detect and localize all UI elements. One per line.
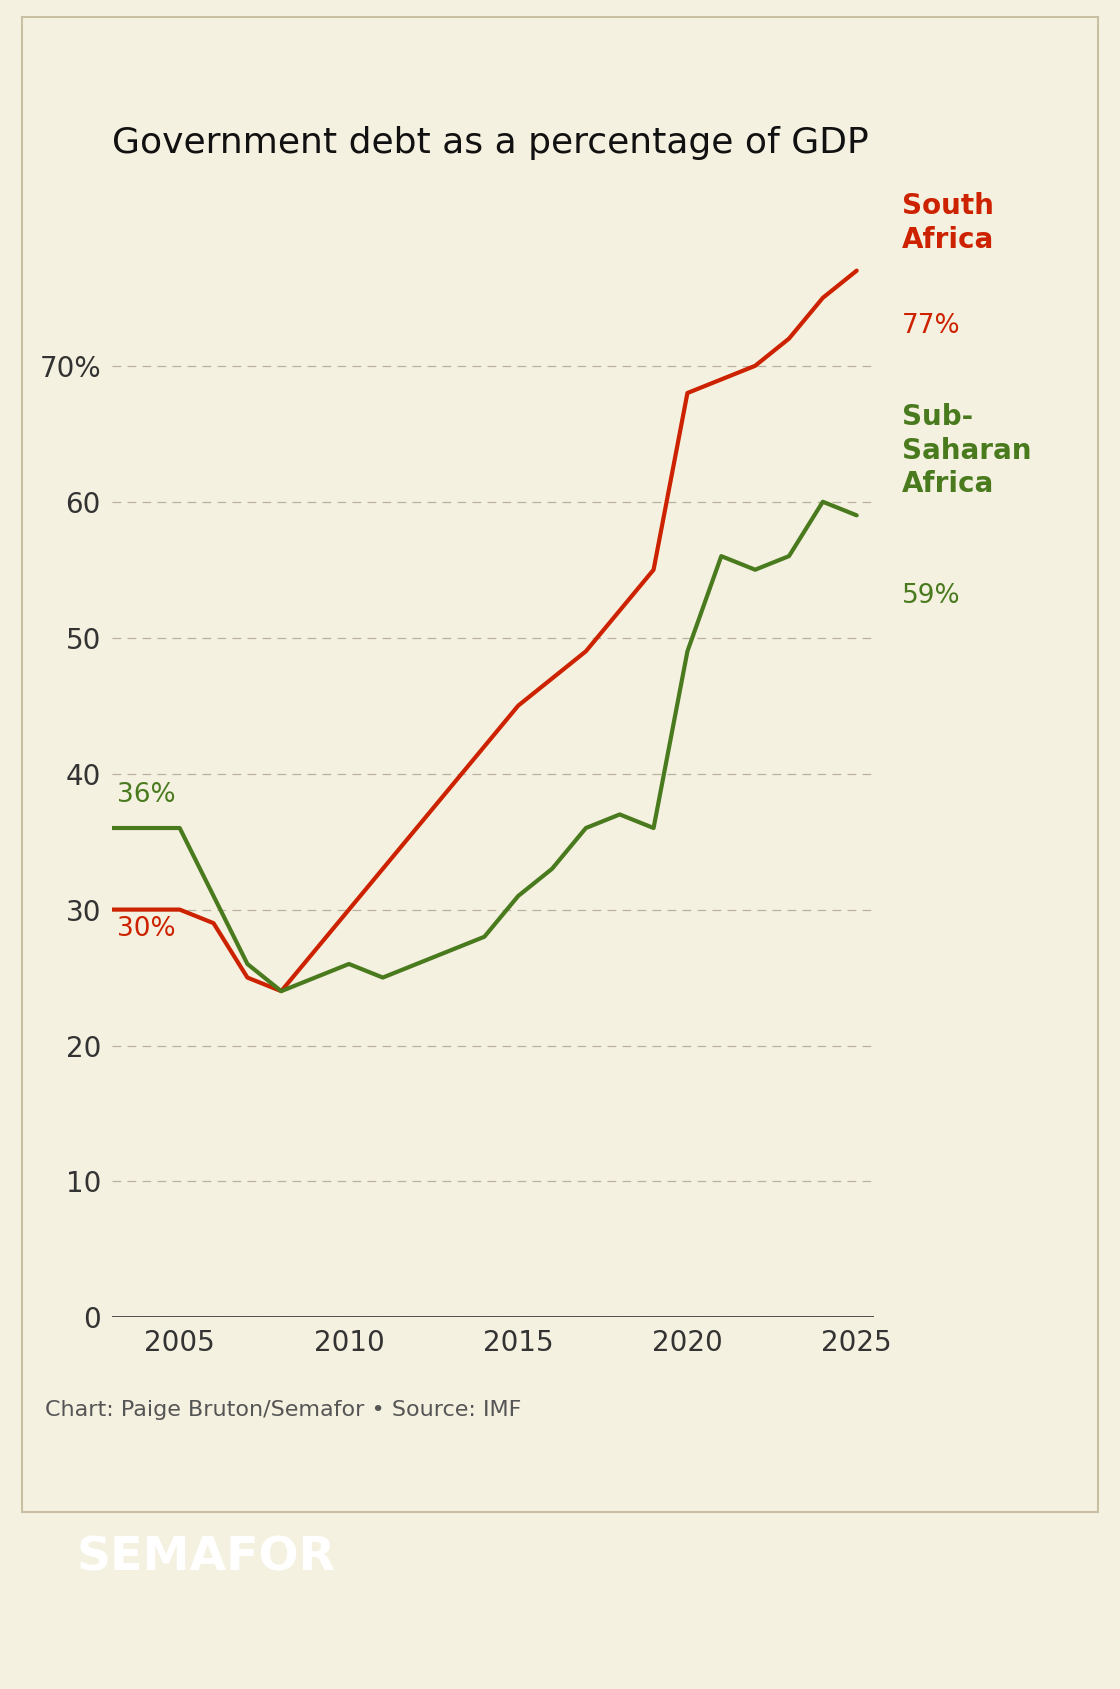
Text: 77%: 77% [902,312,960,339]
Text: Sub-
Saharan
Africa: Sub- Saharan Africa [902,404,1032,498]
Text: 36%: 36% [118,782,176,807]
Text: Chart: Paige Bruton/Semafor • Source: IMF: Chart: Paige Bruton/Semafor • Source: IM… [45,1400,521,1420]
Text: 30%: 30% [118,917,176,942]
Text: SEMAFOR: SEMAFOR [76,1535,335,1581]
Text: South
Africa: South Africa [902,193,993,253]
Text: Government debt as a percentage of GDP: Government debt as a percentage of GDP [112,127,869,160]
Text: 59%: 59% [902,583,960,610]
